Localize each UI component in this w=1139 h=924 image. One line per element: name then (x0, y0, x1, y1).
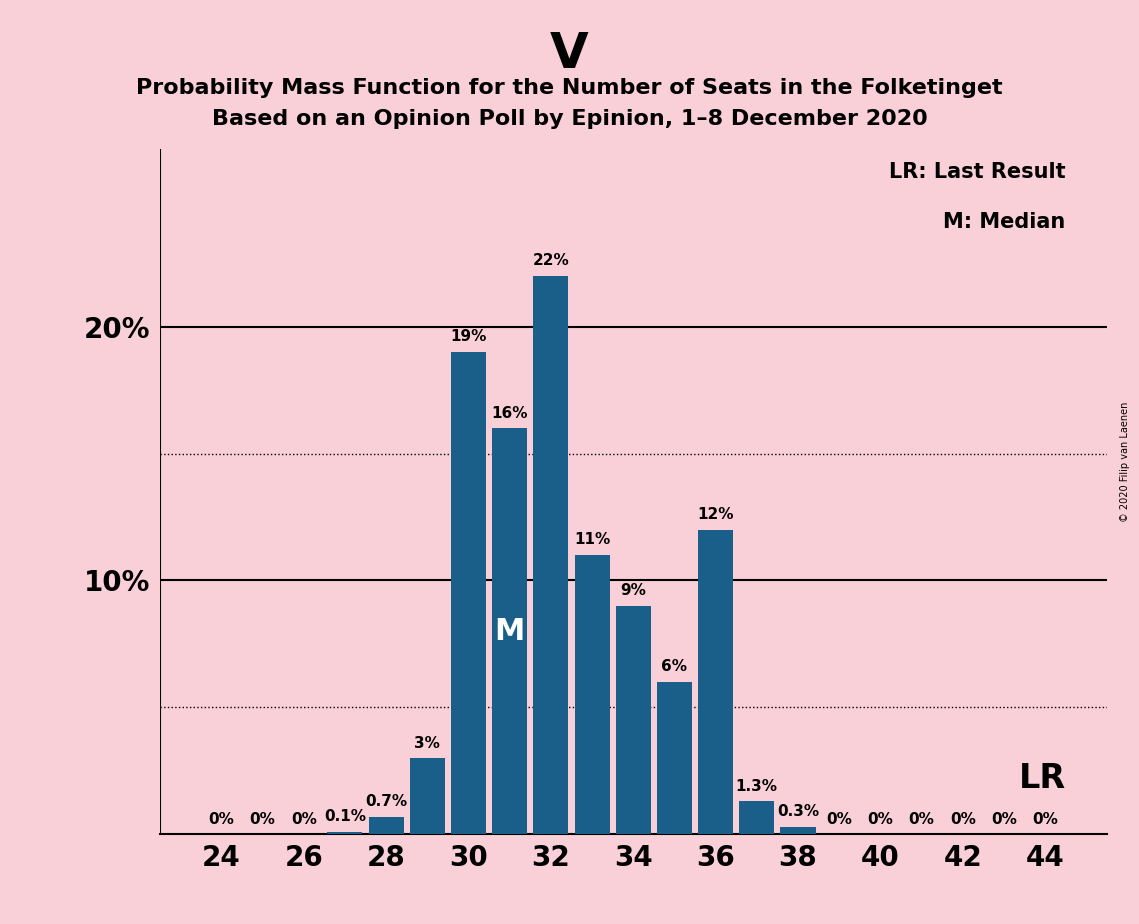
Text: 0%: 0% (1032, 811, 1058, 827)
Text: 0%: 0% (249, 811, 276, 827)
Text: Probability Mass Function for the Number of Seats in the Folketinget: Probability Mass Function for the Number… (137, 78, 1002, 98)
Text: 0%: 0% (290, 811, 317, 827)
Bar (451, 352, 486, 834)
Text: 3%: 3% (415, 736, 441, 750)
Text: © 2020 Filip van Laenen: © 2020 Filip van Laenen (1120, 402, 1130, 522)
Text: 0%: 0% (826, 811, 852, 827)
Text: 0%: 0% (909, 811, 934, 827)
Text: 0.1%: 0.1% (323, 809, 366, 824)
Text: 6%: 6% (662, 660, 688, 675)
Bar (739, 801, 775, 834)
Bar (492, 428, 527, 834)
Bar (657, 682, 691, 834)
Text: 0%: 0% (868, 811, 893, 827)
Text: 22%: 22% (533, 253, 570, 268)
Text: 0%: 0% (208, 811, 235, 827)
Bar (616, 606, 650, 834)
Bar (327, 832, 362, 834)
Text: 1.3%: 1.3% (736, 779, 778, 794)
Text: 0%: 0% (991, 811, 1017, 827)
Bar (698, 529, 734, 834)
Text: 19%: 19% (450, 330, 486, 345)
Text: 0.3%: 0.3% (777, 804, 819, 819)
Text: 11%: 11% (574, 532, 611, 548)
Text: M: Median: M: Median (943, 213, 1066, 233)
Text: 0.7%: 0.7% (364, 794, 407, 808)
Text: V: V (550, 30, 589, 78)
Text: M: M (494, 616, 525, 646)
Text: LR: LR (1018, 762, 1066, 795)
Bar (369, 817, 403, 834)
Bar (780, 827, 816, 834)
Text: 0%: 0% (950, 811, 976, 827)
Text: 12%: 12% (697, 507, 734, 522)
Bar (574, 555, 609, 834)
Text: 9%: 9% (621, 583, 646, 598)
Bar (533, 276, 568, 834)
Text: LR: Last Result: LR: Last Result (890, 162, 1066, 182)
Text: Based on an Opinion Poll by Epinion, 1–8 December 2020: Based on an Opinion Poll by Epinion, 1–8… (212, 109, 927, 129)
Bar (410, 759, 445, 834)
Text: 16%: 16% (491, 406, 527, 420)
